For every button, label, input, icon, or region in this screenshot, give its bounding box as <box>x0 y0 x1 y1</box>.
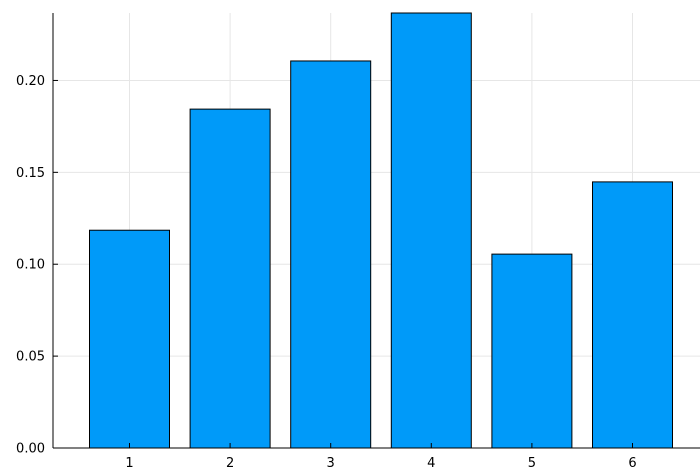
x-tick-label: 3 <box>327 456 335 468</box>
bar-6 <box>592 181 673 449</box>
bar-1 <box>89 229 170 449</box>
y-tick-label: 0.20 <box>16 74 45 89</box>
bar-3 <box>290 60 372 449</box>
tick-labels: 0.00 0.05 0.10 0.15 0.20 1 2 3 4 5 6 <box>16 74 637 468</box>
x-tick-label: 1 <box>125 456 133 468</box>
y-tick-label: 0.15 <box>16 166 45 181</box>
x-tick-label: 6 <box>628 456 636 468</box>
bar-2 <box>189 108 271 449</box>
axes <box>52 13 700 449</box>
bar-5 <box>491 253 573 449</box>
y-tick-label: 0.00 <box>16 442 45 457</box>
bars <box>89 12 673 449</box>
y-tick-label: 0.10 <box>16 258 45 273</box>
x-tick-label: 2 <box>226 456 234 468</box>
x-tick-label: 5 <box>528 456 536 468</box>
y-tick-label: 0.05 <box>16 350 45 365</box>
bar-4 <box>390 12 472 449</box>
x-tick-label: 4 <box>427 456 435 468</box>
